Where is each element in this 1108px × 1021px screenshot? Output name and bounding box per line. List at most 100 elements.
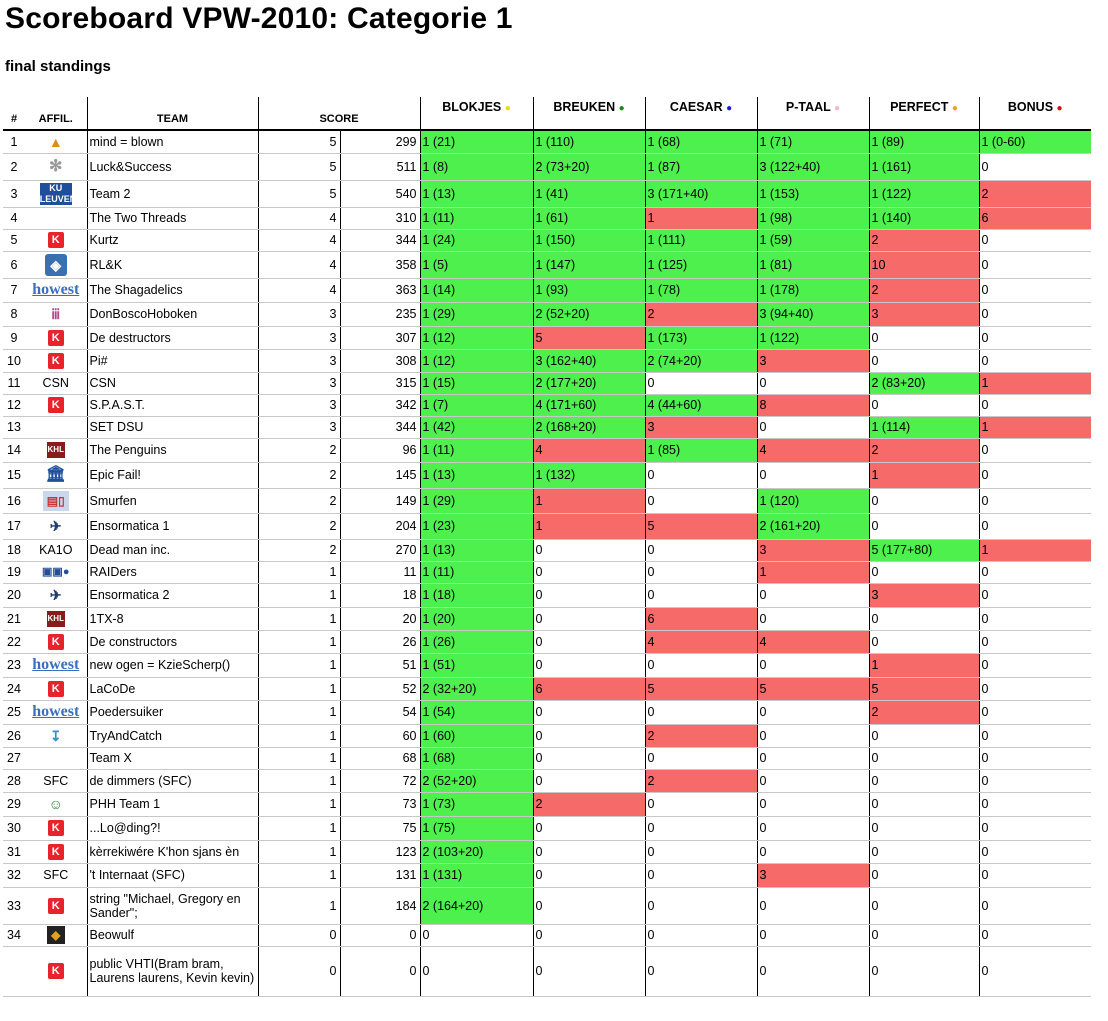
problem-cell: 0 [978, 863, 1091, 888]
rank-cell: 1 [3, 130, 25, 154]
problem-cell: 1 (12) [419, 349, 533, 373]
k-icon: K [47, 329, 64, 346]
problem-cell: 0 [868, 747, 979, 770]
problem-cell: 1 (54) [419, 700, 533, 725]
total-time: 315 [339, 372, 420, 395]
problem-cell: 1 (150) [532, 229, 645, 252]
solved-count: 5 [257, 130, 340, 154]
solved-count: 3 [257, 326, 340, 350]
solved-count: 0 [257, 924, 340, 947]
solved-count: 1 [257, 863, 340, 888]
problem-cell: 1 (14) [419, 278, 533, 303]
total-time: 145 [339, 462, 420, 489]
scoreboard-table: # AFFIL. TEAM SCORE BLOKJES ● BREUKEN ● … [3, 97, 1091, 997]
problem-cell: 0 [868, 724, 979, 748]
problem-cell: 1 (111) [644, 229, 757, 252]
solved-count: 3 [257, 302, 340, 327]
affiliation-cell: ↧ [25, 724, 87, 748]
problem-cell: 0 [868, 946, 979, 997]
problem-cell: 0 [756, 462, 869, 489]
k-icon: K [47, 963, 64, 979]
problem-cell: 0 [756, 372, 869, 395]
problem-cell: 0 [868, 924, 979, 947]
k-icon: K [47, 633, 64, 650]
problem-cell: 2 (74+20) [644, 349, 757, 373]
problem-cell: 1 (5) [419, 251, 533, 279]
rank-cell: 23 [3, 653, 25, 678]
table-row: 5 K Kurtz 4 344 1 (24) 1 (150) 1 (111) 1 (59) 2 0 [3, 229, 1091, 252]
k-icon: K [47, 843, 64, 860]
problem-cell: 0 [532, 653, 645, 678]
problem-cell: 2 (168+20) [532, 416, 645, 439]
problem-cell: 3 (94+40) [756, 302, 869, 327]
affiliation-cell: CSN [25, 372, 87, 395]
problem-cell: 4 [756, 630, 869, 654]
table-row: 9 K De destructors 3 307 1 (12) 5 1 (173) 1 (122… [3, 326, 1091, 350]
problem-cell: 0 [978, 462, 1091, 489]
problem-cell: 1 (11) [419, 207, 533, 230]
hexa-icon: ◈ [44, 253, 67, 276]
affiliation-cell: K [25, 349, 87, 373]
team-name: public VHTI(Bram bram, Laurens laurens, … [86, 946, 258, 997]
problem-cell: 4 (171+60) [532, 394, 645, 417]
balloon-pink-icon: ● [834, 103, 841, 114]
problem-cell: 3 (162+40) [532, 349, 645, 373]
problem-cell: 0 [868, 349, 979, 373]
total-time: 184 [339, 887, 420, 925]
enso-icon: ✈ [49, 518, 62, 534]
affiliation-text: CSN [42, 376, 69, 390]
problem-cell: 1 (81) [756, 251, 869, 279]
problem-cell: 0 [978, 607, 1091, 631]
problem-cell: 4 [532, 438, 645, 463]
team-name: De constructors [86, 630, 258, 654]
problem-cell: 2 [868, 278, 979, 303]
team-name: RAIDers [86, 561, 258, 584]
problem-cell: 6 [978, 207, 1091, 230]
problem-cell: 0 [756, 946, 869, 997]
enso-icon: ✈ [49, 587, 62, 603]
table-row: 4 The Two Threads 4 310 1 (11) 1 (61) 1 1 (98) 1… [3, 207, 1091, 230]
problem-cell: 2 [868, 700, 979, 725]
problem-cell: 0 [532, 630, 645, 654]
problem-cell: 0 [756, 747, 869, 770]
problem-cell: 1 [868, 462, 979, 489]
problem-cell: 0 [756, 653, 869, 678]
problem-cell: 0 [644, 462, 757, 489]
problem-cell: 5 [644, 513, 757, 540]
problem-cell: 0 [868, 488, 979, 514]
problem-cell: 1 (7) [419, 394, 533, 417]
problem-cell: 0 [532, 747, 645, 770]
problem-cell: 2 [532, 792, 645, 817]
problem-cell: 0 [644, 583, 757, 608]
problem-cell: 0 [978, 840, 1091, 864]
team-name: de dimmers (SFC) [86, 769, 258, 793]
team-name: The Penguins [86, 438, 258, 463]
solved-count: 2 [257, 539, 340, 562]
solved-count: 1 [257, 677, 340, 701]
table-row: 14 KHL The Penguins 2 96 1 (11) 4 1 (85) 4 2 0 [3, 438, 1091, 463]
table-row: 18 KA1O Dead man inc. 2 270 1 (13) 0 0 3 5 (177+8… [3, 539, 1091, 562]
problem-cell: 0 [756, 769, 869, 793]
problem-cell: 1 (153) [756, 180, 869, 208]
solved-count: 1 [257, 887, 340, 925]
problem-cell: 1 [644, 207, 757, 230]
problem-cell: 2 (32+20) [419, 677, 533, 701]
problem-cell: 0 [644, 372, 757, 395]
total-time: 363 [339, 278, 420, 303]
header-score: SCORE [257, 97, 420, 131]
problem-cell: 1 (23) [419, 513, 533, 540]
affiliation-cell: howest [25, 278, 87, 303]
rank-cell: 34 [3, 924, 25, 947]
total-time: 54 [339, 700, 420, 725]
problem-cell: 0 [978, 924, 1091, 947]
problem-cell: 0 [868, 863, 979, 888]
problem-cell: 0 [756, 724, 869, 748]
table-row: 32 SFC't Internaat (SFC) 1 131 1 (131) 0 0 3 0 0 [3, 863, 1091, 888]
total-time: 299 [339, 130, 420, 154]
solved-count: 1 [257, 653, 340, 678]
table-row: 25 howest Poedersuiker 1 54 1 (54) 0 0 0 2 0 [3, 700, 1091, 725]
team-name: RL&K [86, 251, 258, 279]
problem-cell: 6 [532, 677, 645, 701]
problem-cell: 1 (85) [644, 438, 757, 463]
